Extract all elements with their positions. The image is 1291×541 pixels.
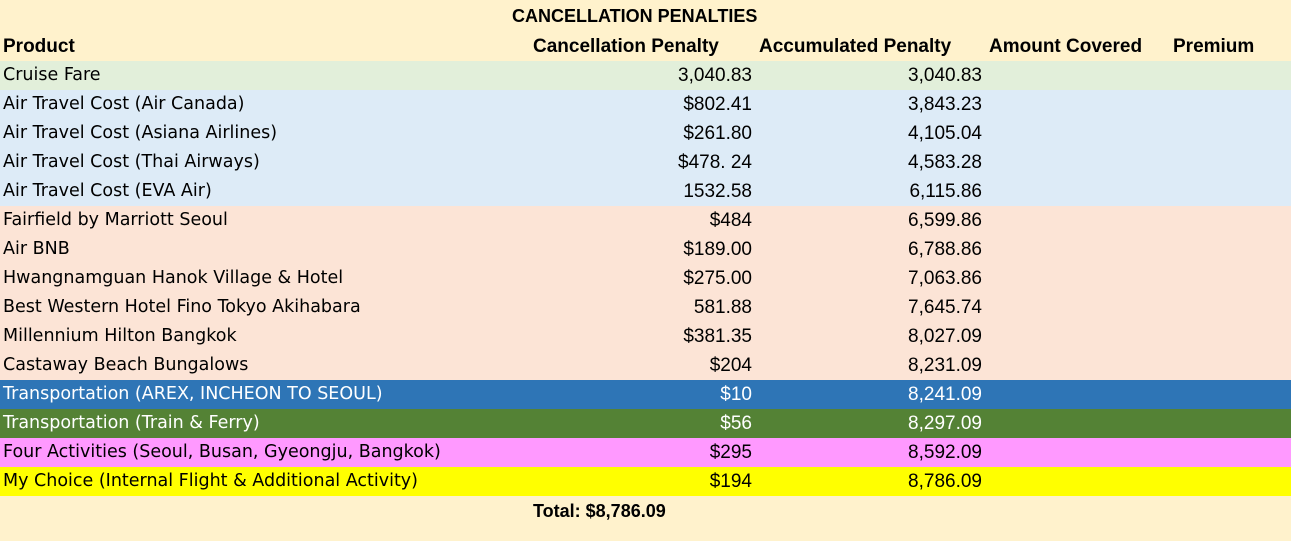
product-cell[interactable]: My Choice (Internal Flight & Additional … (3, 471, 418, 491)
cancellation-penalty-cell[interactable]: $10 (720, 384, 752, 405)
product-cell[interactable]: Hwangnamguan Hanok Village & Hotel (3, 268, 344, 288)
table-row: Hwangnamguan Hanok Village & Hotel $275.0… (0, 264, 1291, 293)
table-row: My Choice (Internal Flight & Additional … (0, 467, 1291, 496)
header-amount-covered[interactable]: Amount Covered (989, 36, 1143, 57)
sheet-title: CANCELLATION PENALTIES (0, 4, 1291, 28)
product-cell[interactable]: Millennium Hilton Bangkok (3, 326, 237, 346)
cancellation-penalty-cell[interactable]: $189.00 (683, 239, 752, 260)
table-row: Air BNB $189.00 6,788.86 (0, 235, 1291, 264)
header-accumulated-penalty[interactable]: Accumulated Penalty (759, 36, 952, 57)
cancellation-penalty-cell[interactable]: $261.80 (683, 123, 752, 144)
product-cell[interactable]: Air BNB (3, 239, 70, 259)
table-row: Millennium Hilton Bangkok $381.35 8,027.09 (0, 322, 1291, 351)
product-cell[interactable]: Air Travel Cost (EVA Air) (3, 181, 212, 201)
cancellation-penalty-cell[interactable]: $56 (720, 413, 752, 434)
table-row: Cruise Fare 3,040.83 3,040.83 (0, 61, 1291, 90)
product-cell[interactable]: Four Activities (Seoul, Busan, Gyeongju,… (3, 442, 441, 462)
product-cell[interactable]: Air Travel Cost (Thai Airways) (3, 152, 260, 172)
cancellation-penalty-cell[interactable]: $478. 24 (678, 152, 752, 173)
accumulated-penalty-cell[interactable]: 6,788.86 (908, 239, 982, 260)
accumulated-penalty-cell[interactable]: 8,027.09 (908, 326, 982, 347)
accumulated-penalty-cell[interactable]: 3,040.83 (908, 65, 982, 86)
product-cell[interactable]: Transportation (Train & Ferry) (3, 413, 260, 433)
header-cancellation-penalty[interactable]: Cancellation Penalty (533, 36, 719, 57)
product-cell[interactable]: Air Travel Cost (Air Canada) (3, 94, 245, 114)
accumulated-penalty-cell[interactable]: 7,645.74 (908, 297, 982, 318)
cancellation-penalty-cell[interactable]: $802.41 (683, 94, 752, 115)
accumulated-penalty-cell[interactable]: 8,241.09 (908, 384, 982, 405)
product-cell[interactable]: Air Travel Cost (Asiana Airlines) (3, 123, 278, 143)
cancellation-penalty-cell[interactable]: $204 (709, 355, 752, 376)
cancellation-penalty-cell[interactable]: $381.35 (683, 326, 752, 347)
accumulated-penalty-cell[interactable]: 6,115.86 (909, 181, 982, 202)
accumulated-penalty-cell[interactable]: 8,592.09 (908, 442, 982, 463)
table-row: Air Travel Cost (Air Canada) $802.41 3,843… (0, 90, 1291, 119)
accumulated-penalty-cell[interactable]: 7,063.86 (908, 268, 982, 289)
cancellation-penalty-cell[interactable]: 3,040.83 (678, 65, 752, 86)
table-row: Air Travel Cost (Thai Airways) $478. 24 4,… (0, 148, 1291, 177)
cancellation-penalty-cell[interactable]: 1532.58 (683, 181, 752, 202)
product-cell[interactable]: Cruise Fare (3, 65, 101, 85)
accumulated-penalty-cell[interactable]: 8,231.09 (908, 355, 982, 376)
table-row: Transportation (Train & Ferry) $56 8,297.0… (0, 409, 1291, 438)
cancellation-penalty-cell[interactable]: $295 (709, 442, 752, 463)
table-row: Air Travel Cost (EVA Air) 1532.58 6,115.86 (0, 177, 1291, 206)
cancellation-penalty-cell[interactable]: $484 (709, 210, 752, 231)
product-cell[interactable]: Fairfield by Marriott Seoul (3, 210, 228, 230)
product-cell[interactable]: Transportation (AREX, INCHEON TO SEOUL) (3, 384, 383, 404)
table-row: Best Western Hotel Fino Tokyo Akihabara 5… (0, 293, 1291, 322)
header-product[interactable]: Product (3, 36, 75, 57)
accumulated-penalty-cell[interactable]: 4,583.28 (908, 152, 982, 173)
product-cell[interactable]: Best Western Hotel Fino Tokyo Akihabara (3, 297, 361, 317)
accumulated-penalty-cell[interactable]: 8,786.09 (908, 471, 982, 492)
total-label[interactable]: Total: $8,786.09 (533, 501, 666, 521)
accumulated-penalty-cell[interactable]: 8,297.09 (908, 413, 982, 434)
table-row: Air Travel Cost (Asiana Airlines) $261.80… (0, 119, 1291, 148)
header-premium[interactable]: Premium (1173, 36, 1255, 57)
table-row: Transportation (AREX, INCHEON TO SEOUL) $… (0, 380, 1291, 409)
table-row: Four Activities (Seoul, Busan, Gyeongju,… (0, 438, 1291, 467)
cancellation-penalty-cell[interactable]: 581.88 (693, 297, 752, 318)
sheet-title-text: CANCELLATION PENALTIES (512, 6, 758, 26)
product-cell[interactable]: Castaway Beach Bungalows (3, 355, 249, 375)
accumulated-penalty-cell[interactable]: 6,599.86 (908, 210, 982, 231)
accumulated-penalty-cell[interactable]: 3,843.23 (908, 94, 982, 115)
table-row: Fairfield by Marriott Seoul $484 6,599.86 (0, 206, 1291, 235)
accumulated-penalty-cell[interactable]: 4,105.04 (908, 123, 982, 144)
table-row: Castaway Beach Bungalows $204 8,231.09 (0, 351, 1291, 380)
cancellation-penalty-cell[interactable]: $194 (709, 471, 752, 492)
cancellation-penalty-cell[interactable]: $275.00 (683, 268, 752, 289)
